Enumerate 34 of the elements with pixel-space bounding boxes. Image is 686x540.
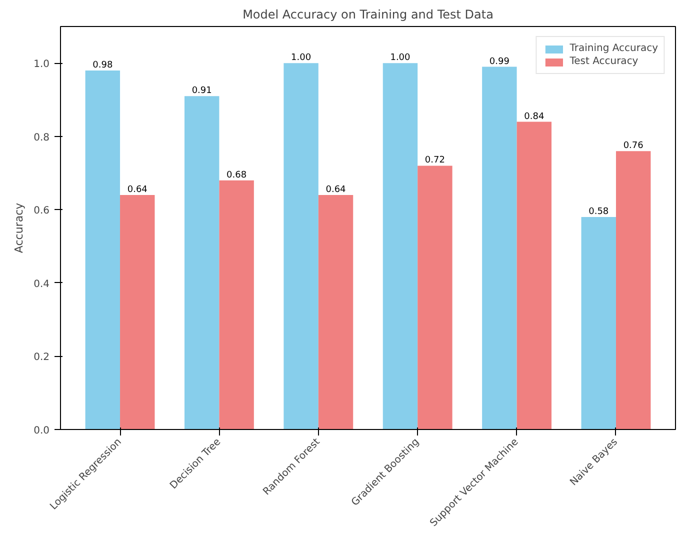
y-tick-label: 0.6 — [34, 206, 50, 217]
bar — [184, 96, 220, 430]
data-label: 0.99 — [489, 56, 510, 67]
y-tick-label: 0.2 — [34, 352, 50, 364]
bar — [284, 63, 318, 430]
bar — [418, 166, 452, 430]
data-label: 0.72 — [424, 156, 445, 166]
bar — [616, 151, 651, 430]
bar — [85, 70, 120, 430]
y-tick-label: 0.0 — [34, 426, 50, 436]
y-tick-label: 0.8 — [34, 132, 50, 144]
data-label: 0.64 — [127, 185, 148, 196]
bar — [382, 63, 418, 430]
bar — [318, 195, 354, 430]
data-label: 0.84 — [524, 112, 544, 122]
data-label: 1.00 — [291, 53, 312, 64]
data-label: 0.68 — [226, 170, 247, 180]
y-axis-title: Accuracy — [12, 202, 26, 254]
bar — [516, 122, 552, 430]
data-label: 1.00 — [390, 53, 411, 64]
legend-label: Test Accuracy — [570, 56, 638, 67]
y-tick-label: 0.4 — [34, 278, 50, 290]
legend-label: Training Accuracy — [570, 43, 658, 54]
chart-title: Model Accuracy on Training and Test Data — [242, 8, 494, 22]
data-label: 0.91 — [192, 86, 212, 96]
data-label: 0.58 — [588, 207, 609, 218]
data-label: 0.64 — [326, 185, 346, 196]
bar — [581, 217, 616, 430]
bar — [120, 195, 155, 430]
bar — [482, 66, 517, 430]
data-label: 0.76 — [623, 141, 644, 152]
y-tick-label: 1.0 — [34, 59, 50, 70]
bar — [219, 180, 254, 430]
data-label: 0.98 — [92, 60, 113, 70]
